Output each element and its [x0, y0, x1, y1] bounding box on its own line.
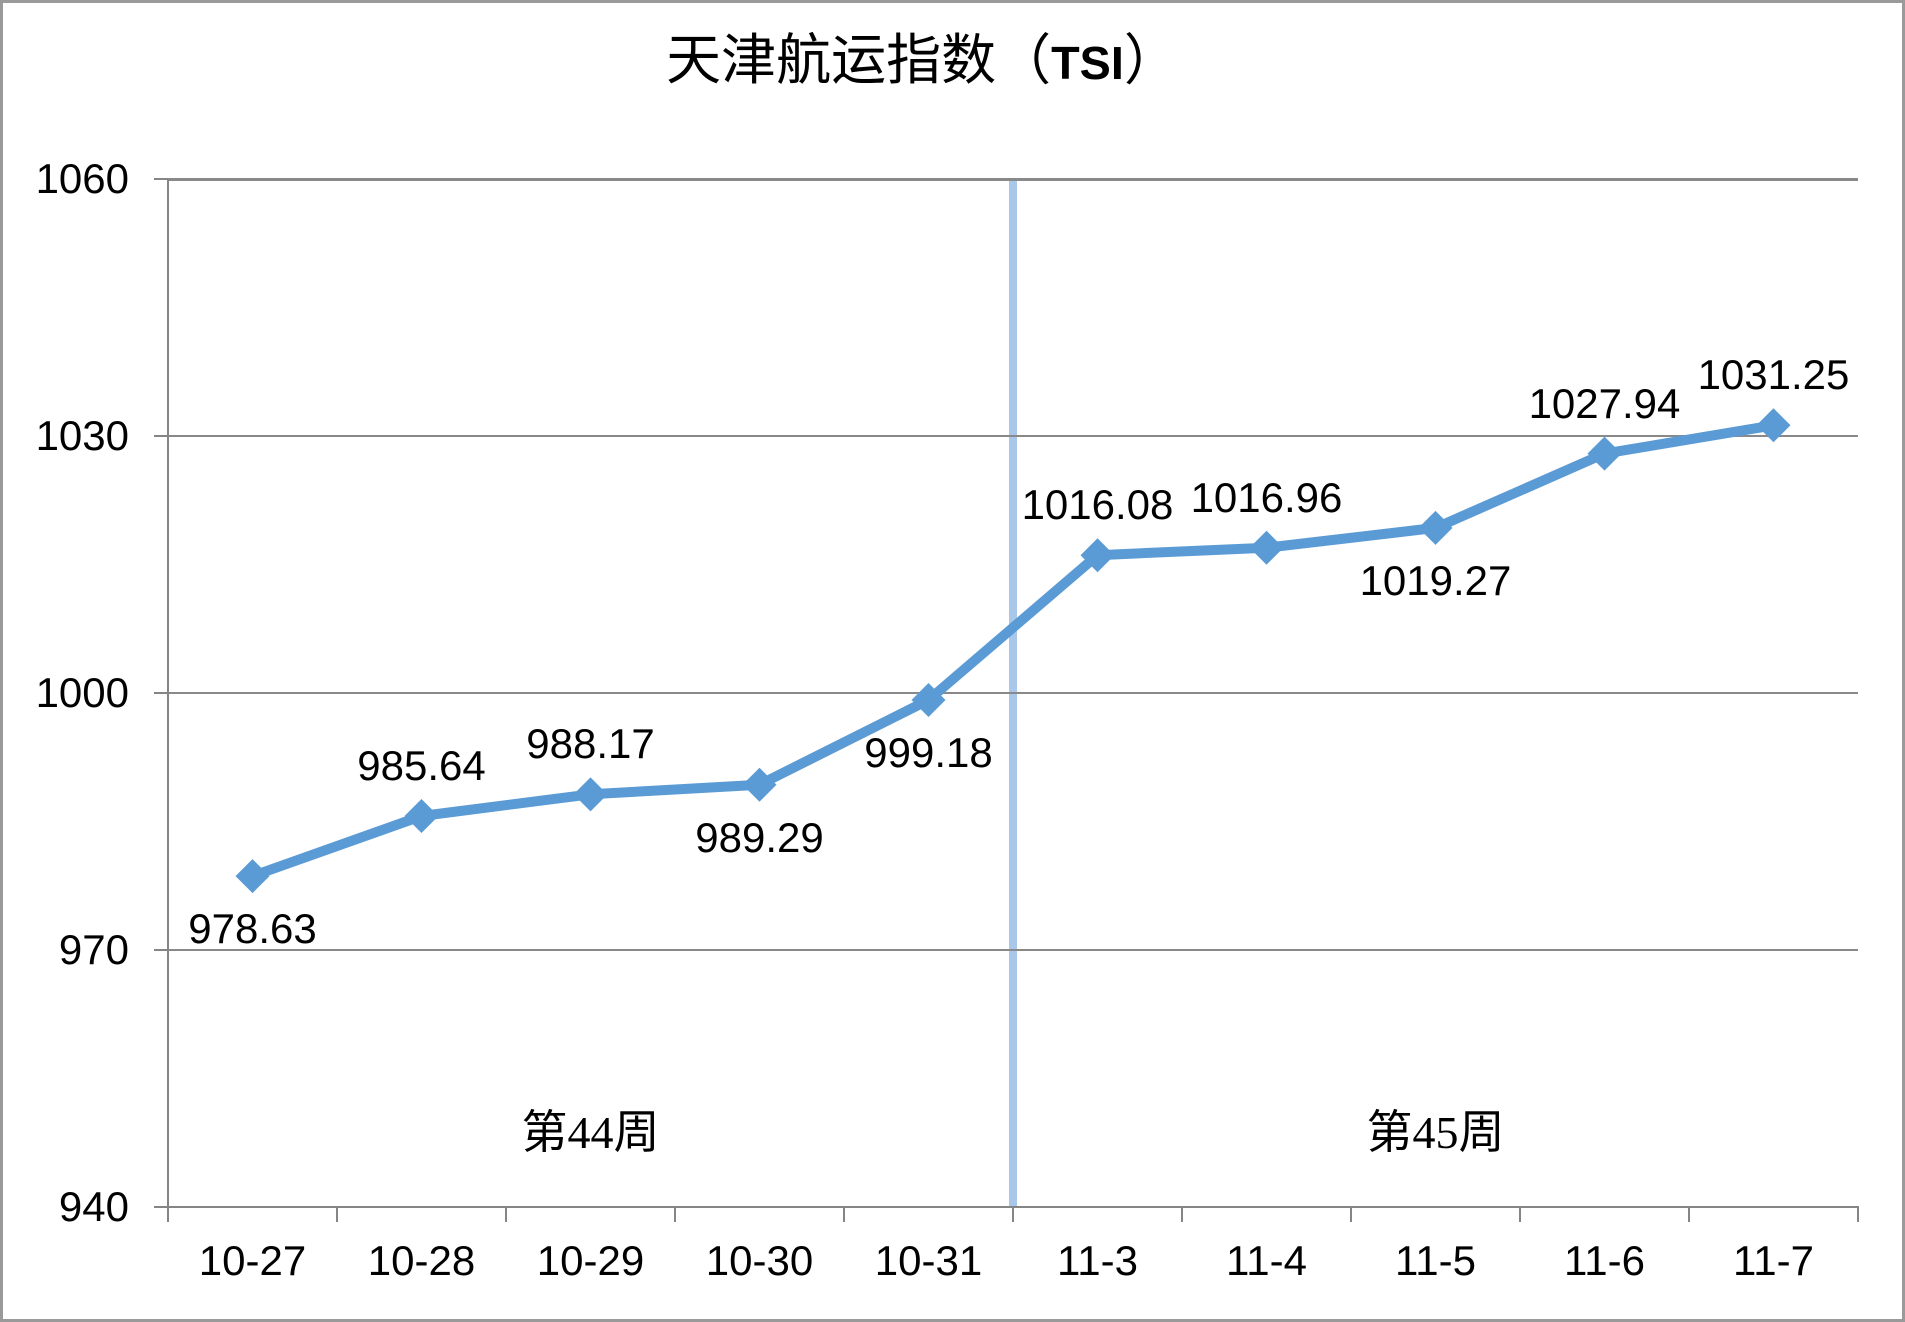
chart-title-text: 天津航运指数（: [666, 30, 1052, 91]
x-axis-label: 11-7: [1733, 1237, 1814, 1284]
week-divider-line: [1009, 181, 1017, 1207]
data-point-label: 985.64: [357, 742, 486, 790]
y-axis-tick: [154, 1206, 168, 1208]
x-axis-tick: [1688, 1207, 1690, 1222]
y-gridline: [168, 692, 1858, 694]
data-point-marker: [742, 767, 777, 802]
data-point-marker: [1587, 436, 1622, 471]
x-axis-label: 11-6: [1564, 1237, 1645, 1284]
y-axis-label: 970: [58, 926, 129, 973]
y-axis-tick: [154, 435, 168, 437]
y-gridline: [168, 435, 1858, 437]
data-point-marker: [911, 683, 946, 718]
x-axis-tick: [336, 1207, 338, 1222]
week-annotation: 第44周: [521, 1107, 660, 1158]
y-gridline: [168, 949, 1858, 951]
data-point-label: 988.17: [526, 720, 655, 768]
chart-title-tsi: TSI: [1051, 37, 1124, 89]
data-point-marker: [235, 859, 270, 894]
y-axis-label: 940: [58, 1183, 129, 1230]
y-axis-label: 1060: [35, 155, 129, 202]
data-point-label: 1016.08: [1021, 481, 1174, 529]
x-axis-tick: [1519, 1207, 1521, 1222]
x-axis-label: 10-29: [536, 1237, 645, 1284]
data-point-label: 1019.27: [1359, 556, 1512, 604]
y-axis-tick: [154, 949, 168, 951]
y-gridline: [168, 178, 1858, 181]
y-axis-label: 1030: [35, 412, 129, 459]
x-axis-label: 11-3: [1057, 1237, 1138, 1284]
x-axis-tick: [843, 1207, 845, 1222]
data-series-line: [247, 420, 1779, 882]
data-point-marker: [1418, 510, 1453, 545]
data-point-label: 1016.96: [1190, 473, 1343, 521]
data-point-label: 999.18: [864, 729, 993, 777]
y-axis-line: [167, 179, 169, 1207]
y-axis-tick: [154, 692, 168, 694]
data-point-label: 1031.25: [1697, 351, 1850, 399]
y-axis-tick: [154, 178, 168, 180]
x-axis-tick: [1350, 1207, 1352, 1222]
x-axis-tick: [674, 1207, 676, 1222]
x-axis-tick: [1181, 1207, 1183, 1222]
data-point-label: 989.29: [695, 813, 824, 861]
chart-title-close-paren: ）: [1123, 30, 1179, 91]
data-point-marker: [1249, 530, 1284, 565]
data-point-label: 978.63: [188, 905, 317, 953]
x-axis-label: 11-5: [1395, 1237, 1476, 1284]
data-point-marker: [1756, 408, 1791, 443]
x-axis-tick: [1857, 1207, 1859, 1222]
data-point-marker: [404, 799, 439, 834]
tsi-series: [235, 408, 1791, 894]
x-axis-label: 10-31: [874, 1237, 983, 1284]
x-axis-label: 11-4: [1226, 1237, 1307, 1284]
x-axis-tick: [167, 1207, 169, 1222]
x-axis-label: 10-27: [198, 1237, 307, 1284]
chart-title: 天津航运指数（TSI）: [3, 29, 1872, 95]
y-axis-label: 1000: [35, 669, 129, 716]
data-point-marker: [1080, 538, 1115, 573]
x-axis-label: 10-30: [705, 1237, 814, 1284]
data-point-label: 1027.94: [1528, 379, 1681, 427]
data-point-marker: [573, 777, 608, 812]
week-annotation: 第45周: [1366, 1107, 1505, 1158]
x-axis-label: 10-28: [367, 1237, 476, 1284]
x-axis-tick: [505, 1207, 507, 1222]
x-axis-tick: [1012, 1207, 1014, 1222]
